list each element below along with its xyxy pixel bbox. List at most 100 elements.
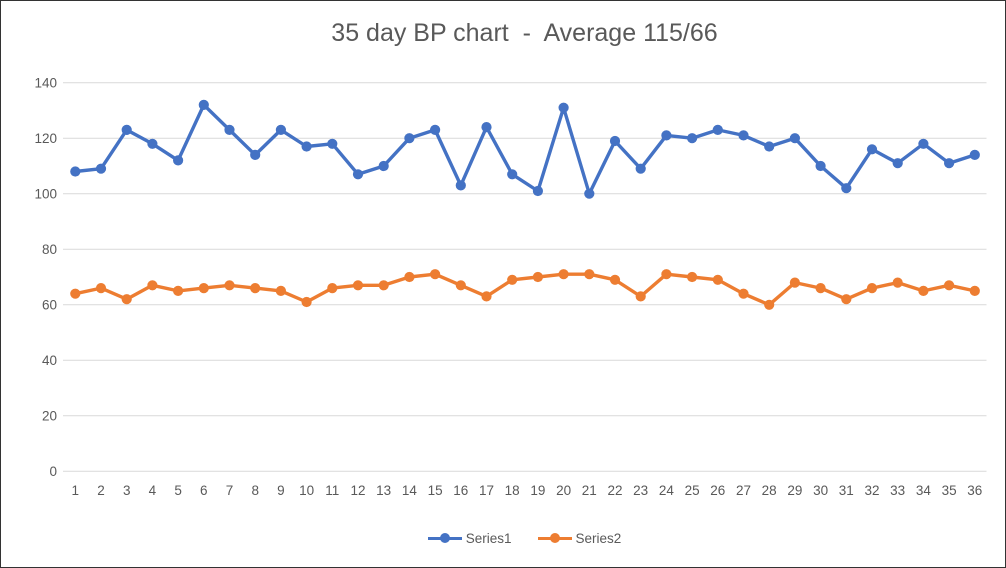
x-axis-tick-label: 15 bbox=[428, 483, 443, 498]
series2-point bbox=[969, 285, 980, 296]
series1-point bbox=[198, 99, 209, 110]
series2-point bbox=[198, 283, 209, 294]
series1-point bbox=[327, 138, 338, 149]
series1-point bbox=[532, 185, 544, 197]
x-axis-tick-label: 20 bbox=[556, 483, 571, 498]
chart-title: 35 day BP chart - Average 115/66 bbox=[331, 19, 718, 47]
series2-point bbox=[404, 271, 415, 283]
x-axis-tick-label: 7 bbox=[226, 483, 234, 498]
series1-point bbox=[352, 169, 364, 180]
x-axis-tick-label: 2 bbox=[97, 483, 105, 498]
x-axis-tick-label: 10 bbox=[299, 483, 314, 498]
series1-point bbox=[404, 133, 415, 144]
series2-point bbox=[789, 277, 801, 288]
series1-point bbox=[481, 122, 492, 133]
series1-point bbox=[815, 160, 826, 172]
series2-line bbox=[73, 272, 977, 307]
series1-point bbox=[455, 180, 466, 191]
x-axis-tick-label: 6 bbox=[200, 483, 208, 498]
series1-point bbox=[70, 166, 81, 177]
series1-line bbox=[73, 103, 977, 196]
x-axis-tick-label: 28 bbox=[762, 483, 777, 498]
y-axis-tick-label: 140 bbox=[34, 76, 57, 91]
series1-point bbox=[635, 163, 646, 174]
series1-point bbox=[378, 160, 389, 172]
series2-point bbox=[738, 288, 749, 299]
series1-point bbox=[224, 124, 235, 135]
x-axis-tick-label: 22 bbox=[607, 483, 622, 498]
series2-point bbox=[609, 274, 621, 285]
series2-point bbox=[301, 296, 312, 308]
x-axis-tick-label: 19 bbox=[530, 483, 545, 498]
series2-point bbox=[173, 285, 184, 296]
series1-point bbox=[173, 155, 184, 166]
series2-point bbox=[532, 271, 544, 283]
series1-point bbox=[250, 149, 261, 160]
series2-point bbox=[121, 294, 132, 305]
x-axis-tick-label: 1 bbox=[72, 483, 80, 498]
x-axis-tick-label: 31 bbox=[839, 483, 854, 498]
series1-point bbox=[147, 138, 158, 149]
series2-point bbox=[250, 283, 261, 294]
series1-point bbox=[584, 188, 595, 199]
y-axis-tick-label: 40 bbox=[42, 353, 57, 368]
x-axis-tick-label: 13 bbox=[376, 483, 391, 498]
x-axis-tick-label: 8 bbox=[251, 483, 259, 498]
legend: Series1 Series2 bbox=[63, 524, 986, 552]
x-axis-tick-label: 9 bbox=[277, 483, 285, 498]
series1-point bbox=[558, 102, 569, 113]
series2-point bbox=[944, 280, 955, 291]
series1-point bbox=[609, 135, 621, 147]
y-axis-tick-label: 100 bbox=[34, 187, 57, 202]
x-axis-tick-label: 27 bbox=[736, 483, 751, 498]
series2-legend-marker-icon bbox=[537, 532, 572, 544]
legend-label-series1: Series1 bbox=[465, 530, 512, 546]
series1-point bbox=[892, 158, 903, 169]
series1-point bbox=[918, 138, 929, 149]
series1-point bbox=[121, 124, 132, 135]
series2-point bbox=[918, 285, 929, 296]
series2-point bbox=[558, 269, 569, 280]
x-axis-tick-label: 26 bbox=[710, 483, 725, 498]
series1-point bbox=[661, 130, 672, 141]
series2-point bbox=[147, 280, 158, 291]
x-axis-tick-label: 23 bbox=[633, 483, 648, 498]
y-axis-tick-label: 0 bbox=[49, 464, 57, 479]
series2-point bbox=[815, 283, 826, 294]
x-axis-tick-label: 12 bbox=[350, 483, 365, 498]
x-axis-tick-label: 35 bbox=[942, 483, 957, 498]
series2-point bbox=[224, 280, 235, 291]
x-axis-tick-label: 14 bbox=[402, 483, 418, 498]
series2-point bbox=[841, 294, 852, 305]
series1-point bbox=[738, 130, 749, 141]
legend-item-series2: Series2 bbox=[537, 531, 621, 546]
x-axis-tick-label: 4 bbox=[149, 483, 157, 498]
x-axis-tick-label: 18 bbox=[505, 483, 520, 498]
series2-point bbox=[661, 269, 672, 280]
series2-point bbox=[70, 288, 81, 299]
x-axis-tick-label: 3 bbox=[123, 483, 131, 498]
series1-point bbox=[687, 133, 698, 144]
x-axis-tick-label: 33 bbox=[890, 483, 905, 498]
y-axis-tick-label: 60 bbox=[42, 298, 57, 313]
series1-point bbox=[841, 183, 852, 194]
series2-point bbox=[275, 285, 286, 296]
series1-point bbox=[712, 124, 723, 135]
series1-point bbox=[764, 141, 775, 152]
y-axis-tick-label: 120 bbox=[34, 131, 57, 146]
y-axis-tick-label: 80 bbox=[42, 242, 57, 257]
x-axis-tick-label: 36 bbox=[967, 483, 982, 498]
series2-point bbox=[430, 269, 441, 280]
series1-point bbox=[969, 149, 980, 160]
y-axis-tick-label: 20 bbox=[42, 409, 57, 424]
series1-legend-marker-icon bbox=[427, 532, 462, 544]
series2-point bbox=[352, 280, 364, 291]
series2-point bbox=[378, 280, 389, 291]
x-axis-tick-label: 5 bbox=[174, 483, 182, 498]
series2-point bbox=[635, 291, 646, 302]
series1-point bbox=[789, 133, 801, 144]
series2-point bbox=[866, 283, 878, 294]
series2-point bbox=[95, 283, 107, 294]
